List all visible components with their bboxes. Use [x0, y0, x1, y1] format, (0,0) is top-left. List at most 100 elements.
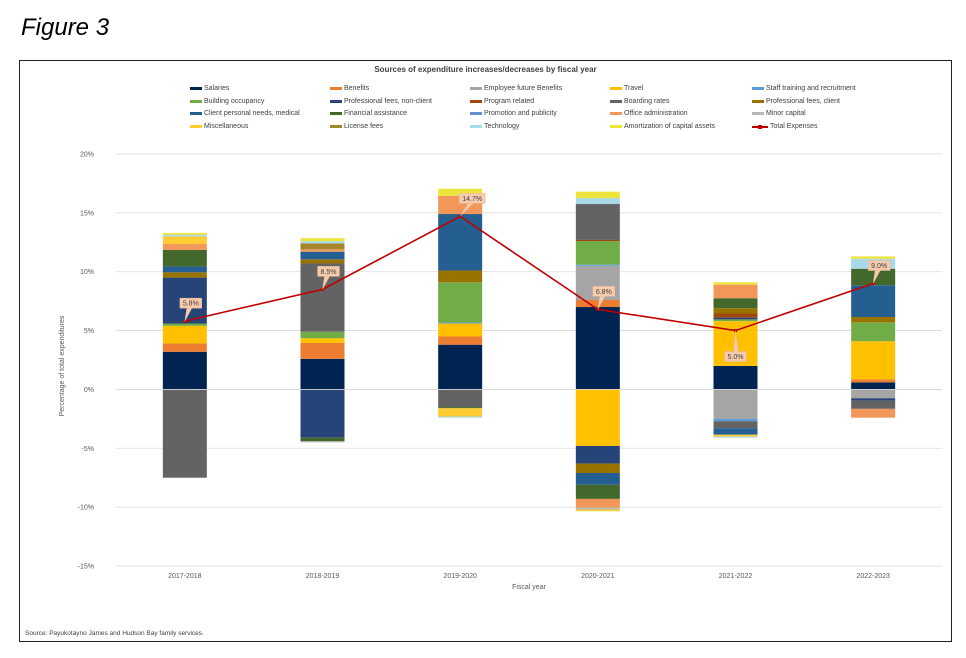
bar-segment [851, 379, 896, 383]
legend-item: Total Expenses [752, 123, 817, 130]
chart-plot: 20% 15% 10% 5% 0% -5% -10% -15% Percentage of to… [59, 152, 942, 591]
bar-segment [713, 319, 758, 322]
legend-item: Travel [610, 85, 643, 92]
legend-swatch [330, 112, 342, 116]
data-label: 6.8% [596, 289, 612, 296]
bar-segment [851, 256, 896, 259]
bar-segment [851, 341, 896, 380]
legend-item: License fees [330, 123, 383, 130]
legend-swatch [470, 87, 482, 90]
bar-segment [575, 299, 620, 308]
bar-segment [713, 434, 758, 437]
legend-swatch [752, 112, 764, 116]
legend-item: Professional fees, non-client [330, 98, 432, 105]
bar-segment [713, 282, 758, 285]
bar-segment [438, 344, 483, 390]
bar-segment [300, 389, 345, 438]
legend-label: Benefits [344, 85, 370, 92]
chart-frame: Sources of expenditure increases/decreas… [19, 60, 952, 642]
legend-label: Total Expenses [770, 123, 818, 131]
bar-segment [300, 243, 345, 250]
bar-segment [851, 398, 896, 401]
legend-label: Salaries [204, 85, 230, 92]
bar-segment [162, 266, 207, 273]
bar-segment [162, 272, 207, 278]
bar-segment [438, 270, 483, 283]
data-label-box [724, 351, 747, 362]
legend-swatch [190, 99, 202, 103]
bar-segment [575, 389, 620, 446]
legend-label: Professional fees, non-client [344, 97, 432, 105]
bar-segment [162, 351, 207, 390]
data-label-box [458, 193, 486, 204]
data-label-box [592, 286, 615, 297]
legend-label: Financial assistance [344, 110, 408, 118]
bar-segment [575, 445, 620, 464]
bar-segment [575, 198, 620, 205]
bar-segment [851, 382, 896, 390]
y-tick-label: -15% [78, 564, 94, 571]
legend-item: Amortization of capital assets [610, 123, 715, 130]
bar-segment [713, 428, 758, 435]
y-tick-label: 0% [84, 387, 94, 394]
legend-swatch [470, 99, 482, 103]
data-label: 14.7% [462, 196, 482, 203]
chart-title: Sources of expenditure increases/decreas… [374, 65, 597, 74]
legend-item: Minor capital [752, 110, 806, 117]
bar-segment [851, 268, 896, 286]
x-tick-label: 2020-2021 [581, 573, 615, 580]
bar-segment [162, 343, 207, 352]
bar-segment [438, 188, 483, 196]
legend-label: License fees [344, 123, 384, 131]
bar-segment [713, 418, 758, 422]
legend-swatch [190, 87, 202, 90]
bar-segment [300, 241, 345, 244]
legend-label: Employee future Benefits [484, 85, 563, 92]
bar-segment [851, 285, 896, 318]
bar-segment [438, 389, 483, 408]
legend-swatch [190, 112, 202, 116]
bar-segment [162, 325, 207, 344]
legend-label: Office administration [624, 110, 688, 118]
bar-segment [575, 509, 620, 512]
chart-legend: Salaries Benefits Employee future Benefits… [190, 85, 910, 137]
data-label-box [317, 266, 340, 277]
x-tick-label: 2021-2022 [719, 573, 753, 580]
bar-segment [575, 507, 620, 510]
bar-segment [300, 338, 345, 343]
bar-segment [575, 498, 620, 508]
bar-segment [162, 234, 207, 237]
x-tick-label: 2022-2023 [856, 573, 890, 580]
legend-label: Program related [484, 97, 535, 105]
bar-segment [575, 484, 620, 499]
data-label: 9.0% [871, 263, 887, 270]
legend-label: Travel [624, 85, 644, 92]
legend-item: Staff training and recruitment [752, 85, 856, 92]
bar-segment [575, 204, 620, 240]
source-note: Source: Payukotayno James and Hudson Bay… [25, 630, 204, 637]
bar-segment [713, 421, 758, 429]
legend-item: Program related [470, 98, 534, 105]
legend-item: Employee future Benefits [470, 85, 562, 92]
bar-segment [300, 331, 345, 339]
bar-segment [851, 317, 896, 323]
y-tick-label: 10% [80, 269, 94, 276]
bar-segment [300, 441, 345, 443]
bar-segment [851, 408, 896, 418]
y-tick-label: -5% [82, 446, 94, 453]
y-axis-label: Percentage of total expenditures [59, 315, 66, 416]
legend-swatch [330, 99, 342, 103]
legend-item: Miscellaneous [190, 123, 248, 130]
legend-swatch [190, 125, 202, 129]
legend-item: Client personal needs, medical [190, 110, 300, 117]
data-label: 5.0% [728, 354, 744, 361]
legend-label: Client personal needs, medical [204, 110, 300, 118]
bar-segment [438, 416, 483, 418]
bar-segment [851, 400, 896, 409]
bar-segment [162, 323, 207, 326]
legend-swatch [610, 112, 622, 116]
bar-segment [851, 389, 896, 399]
bar-segment [162, 249, 207, 267]
legend-swatch [610, 125, 622, 129]
legend-item: Promotion and publicity [470, 110, 557, 117]
